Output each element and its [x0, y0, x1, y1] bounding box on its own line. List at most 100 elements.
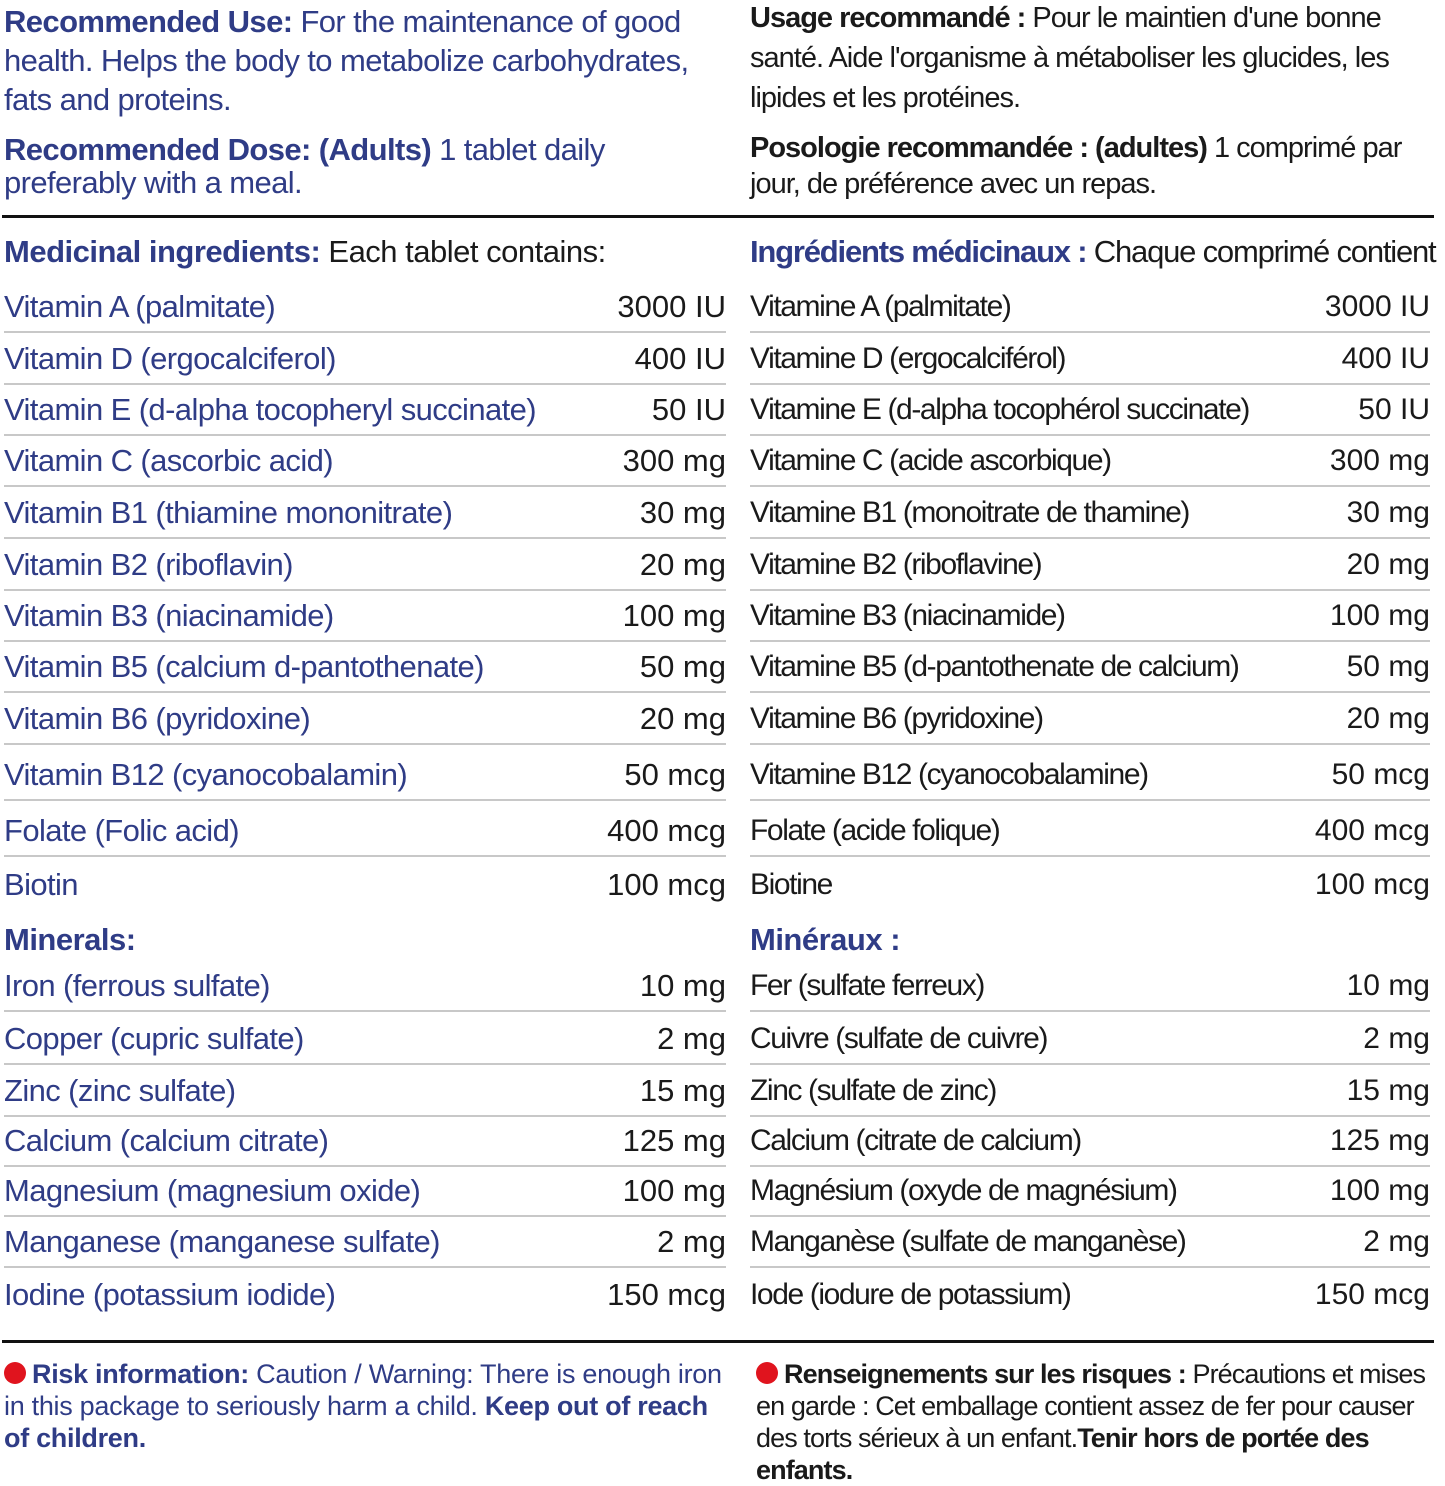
warning-dot-icon [756, 1362, 778, 1384]
use-label: Usage recommandé : [750, 2, 1026, 34]
vitamin-row: Vitamin E (d-alpha tocopheryl succinate)… [4, 385, 726, 436]
risk-information: Risk information: Caution / Warning: The… [4, 1358, 724, 1454]
use-text: For the maintenance of good health. Help… [4, 4, 689, 117]
vitamin-row: Folate (acide folique) 400 mcg [750, 806, 1430, 857]
vitamin-row: Vitamin B5 (calcium d-pantothenate) 50 mg [4, 642, 726, 693]
mineral-row: Manganese (manganese sulfate) 2 mg [4, 1217, 726, 1268]
ingredient-name: Vitamine A (palmitate) [750, 289, 1012, 323]
ingredient-amount: 20 mg [639, 546, 726, 582]
ingredient-name: Iodine (potassium iodide) [4, 1276, 336, 1312]
ingredient-amount: 100 mg [622, 597, 726, 633]
ingredient-name: Vitamine B5 (d-pantothenate de calcium) [750, 649, 1240, 683]
ingredient-name: Manganese (manganese sulfate) [4, 1223, 440, 1259]
mineral-row: Iodine (potassium iodide) 150 mcg [4, 1269, 726, 1320]
ingredient-amount: 100 mcg [1314, 867, 1430, 901]
recommended-dose: Recommended Dose: (Adults) 1 tablet dail… [4, 133, 730, 199]
ingredient-name: Iron (ferrous sulfate) [4, 967, 271, 1003]
vitamin-row: Biotin 100 mcg [4, 859, 726, 910]
dose-label: Posologie recommandée : (adultes) [750, 132, 1208, 164]
ingredient-name: Zinc (zinc sulfate) [4, 1072, 236, 1108]
ingredient-name: Manganèse (sulfate de manganèse) [750, 1224, 1187, 1258]
vitamin-row: Vitamin B6 (pyridoxine) 20 mg [4, 694, 726, 745]
mineral-row: Calcium (calcium citrate) 125 mg [4, 1116, 726, 1167]
ingredient-amount: 3000 IU [617, 288, 726, 324]
ingredient-amount: 125 mg [1329, 1123, 1430, 1157]
ingredient-name: Biotin [4, 866, 79, 902]
ingredient-amount: 300 mg [1329, 443, 1430, 477]
mineral-row: Zinc (zinc sulfate) 15 mg [4, 1066, 726, 1117]
ingredient-amount: 50 mg [1346, 649, 1430, 683]
ingredient-amount: 20 mg [639, 700, 726, 736]
recommended-use: Recommended Use: For the maintenance of … [4, 2, 726, 119]
dose-label: Recommended Dose: (Adults) [4, 132, 432, 167]
ingredient-name: Vitamin E (d-alpha tocopheryl succinate) [4, 391, 537, 427]
vitamin-row: Vitamin C (ascorbic acid) 300 mg [4, 436, 726, 487]
ingredient-name: Iode (iodure de potassium) [750, 1277, 1072, 1311]
vitamin-row: Vitamine E (d-alpha tocophérol succinate… [750, 385, 1430, 436]
ingredient-amount: 400 IU [634, 340, 726, 376]
ingredient-name: Vitamin B6 (pyridoxine) [4, 700, 311, 736]
medicinal-label: Ingrédients médicinaux : [750, 234, 1088, 269]
ingredient-amount: 50 mcg [624, 756, 726, 792]
vitamin-row: Vitamine B12 (cyanocobalamine) 50 mcg [750, 750, 1430, 801]
medicinal-text: Each tablet contains: [320, 234, 606, 269]
posologie: Posologie recommandée : (adultes) 1 comp… [750, 130, 1442, 202]
ingredient-name: Fer (sulfate ferreux) [750, 968, 985, 1002]
divider [2, 215, 1434, 218]
ingredient-amount: 3000 IU [1324, 289, 1430, 323]
minerals-header: Minéraux : [750, 922, 901, 957]
divider [2, 1340, 1434, 1343]
ingredient-amount: 100 mg [622, 1172, 726, 1208]
ingredient-name: Vitamin B5 (calcium d-pantothenate) [4, 648, 484, 684]
ingredient-name: Folate (acide folique) [750, 813, 1001, 847]
ingredient-amount: 100 mcg [607, 866, 726, 902]
ingredient-name: Vitamin B1 (thiamine mononitrate) [4, 494, 453, 530]
ingredient-name: Zinc (sulfate de zinc) [750, 1073, 997, 1107]
ingredient-amount: 400 IU [1341, 341, 1430, 375]
vitamin-row: Folate (Folic acid) 400 mcg [4, 806, 726, 857]
ingredient-amount: 2 mg [1363, 1021, 1430, 1055]
ingredient-name: Calcium (calcium citrate) [4, 1122, 329, 1158]
ingredient-name: Vitamin B2 (riboflavin) [4, 546, 293, 582]
warning-dot-icon [4, 1362, 26, 1384]
ingredient-amount: 50 IU [651, 391, 726, 427]
ingredient-amount: 20 mg [1346, 547, 1430, 581]
ingredient-amount: 300 mg [622, 442, 726, 478]
mineral-row: Iron (ferrous sulfate) 10 mg [4, 961, 726, 1012]
ingredient-name: Vitamine B3 (niacinamide) [750, 598, 1066, 632]
ingredient-amount: 150 mcg [1314, 1277, 1430, 1311]
risk-text: Caution / Warning: There is enough iron … [4, 1359, 722, 1421]
dose-text: 1 comprimé par jour, de préférence avec … [750, 132, 1402, 200]
mineral-row: Manganèse (sulfate de manganèse) 2 mg [750, 1217, 1430, 1268]
medicinal-header: Ingrédients médicinaux : Chaque comprimé… [750, 234, 1445, 270]
ingredient-amount: 10 mg [639, 967, 726, 1003]
ingredient-name: Folate (Folic acid) [4, 812, 240, 848]
mineral-row: Iode (iodure de potassium) 150 mcg [750, 1269, 1430, 1320]
ingredient-amount: 15 mg [639, 1072, 726, 1108]
risk-label: Renseignements sur les risques : [784, 1359, 1187, 1389]
risk-keep-out: Keep out of reach of children. [4, 1391, 708, 1453]
risk-text: Précautions et mises en garde : Cet emba… [756, 1359, 1426, 1453]
ingredient-name: Vitamine D (ergocalciférol) [750, 341, 1067, 375]
ingredient-amount: 20 mg [1346, 701, 1430, 735]
ingredient-name: Vitamine B1 (monoitrate de thamine) [750, 495, 1190, 529]
ingredient-name: Magnésium (oxyde de magnésium) [750, 1173, 1178, 1207]
vitamin-row: Vitamine B3 (niacinamide) 100 mg [750, 591, 1430, 642]
ingredient-name: Vitamine C (acide ascorbique) [750, 443, 1112, 477]
ingredient-amount: 2 mg [657, 1223, 726, 1259]
vitamin-row: Vitamin B2 (riboflavin) 20 mg [4, 540, 726, 591]
use-text: Pour le maintien d'une bonne santé. Aide… [750, 2, 1390, 114]
ingredient-amount: 30 mg [1346, 495, 1430, 529]
mineral-row: Calcium (citrate de calcium) 125 mg [750, 1116, 1430, 1167]
ingredient-amount: 50 mg [639, 648, 726, 684]
ingredient-amount: 100 mg [1329, 598, 1430, 632]
ingredient-amount: 400 mcg [1314, 813, 1430, 847]
vitamin-row: Vitamin B12 (cyanocobalamin) 50 mcg [4, 750, 726, 801]
mineral-row: Magnésium (oxyde de magnésium) 100 mg [750, 1166, 1430, 1217]
mineral-row: Copper (cupric sulfate) 2 mg [4, 1014, 726, 1065]
ingredient-name: Vitamin B3 (niacinamide) [4, 597, 334, 633]
vitamin-row: Biotine 100 mcg [750, 859, 1430, 910]
ingredient-name: Calcium (citrate de calcium) [750, 1123, 1082, 1157]
usage-recommande: Usage recommandé : Pour le maintien d'un… [750, 0, 1442, 118]
